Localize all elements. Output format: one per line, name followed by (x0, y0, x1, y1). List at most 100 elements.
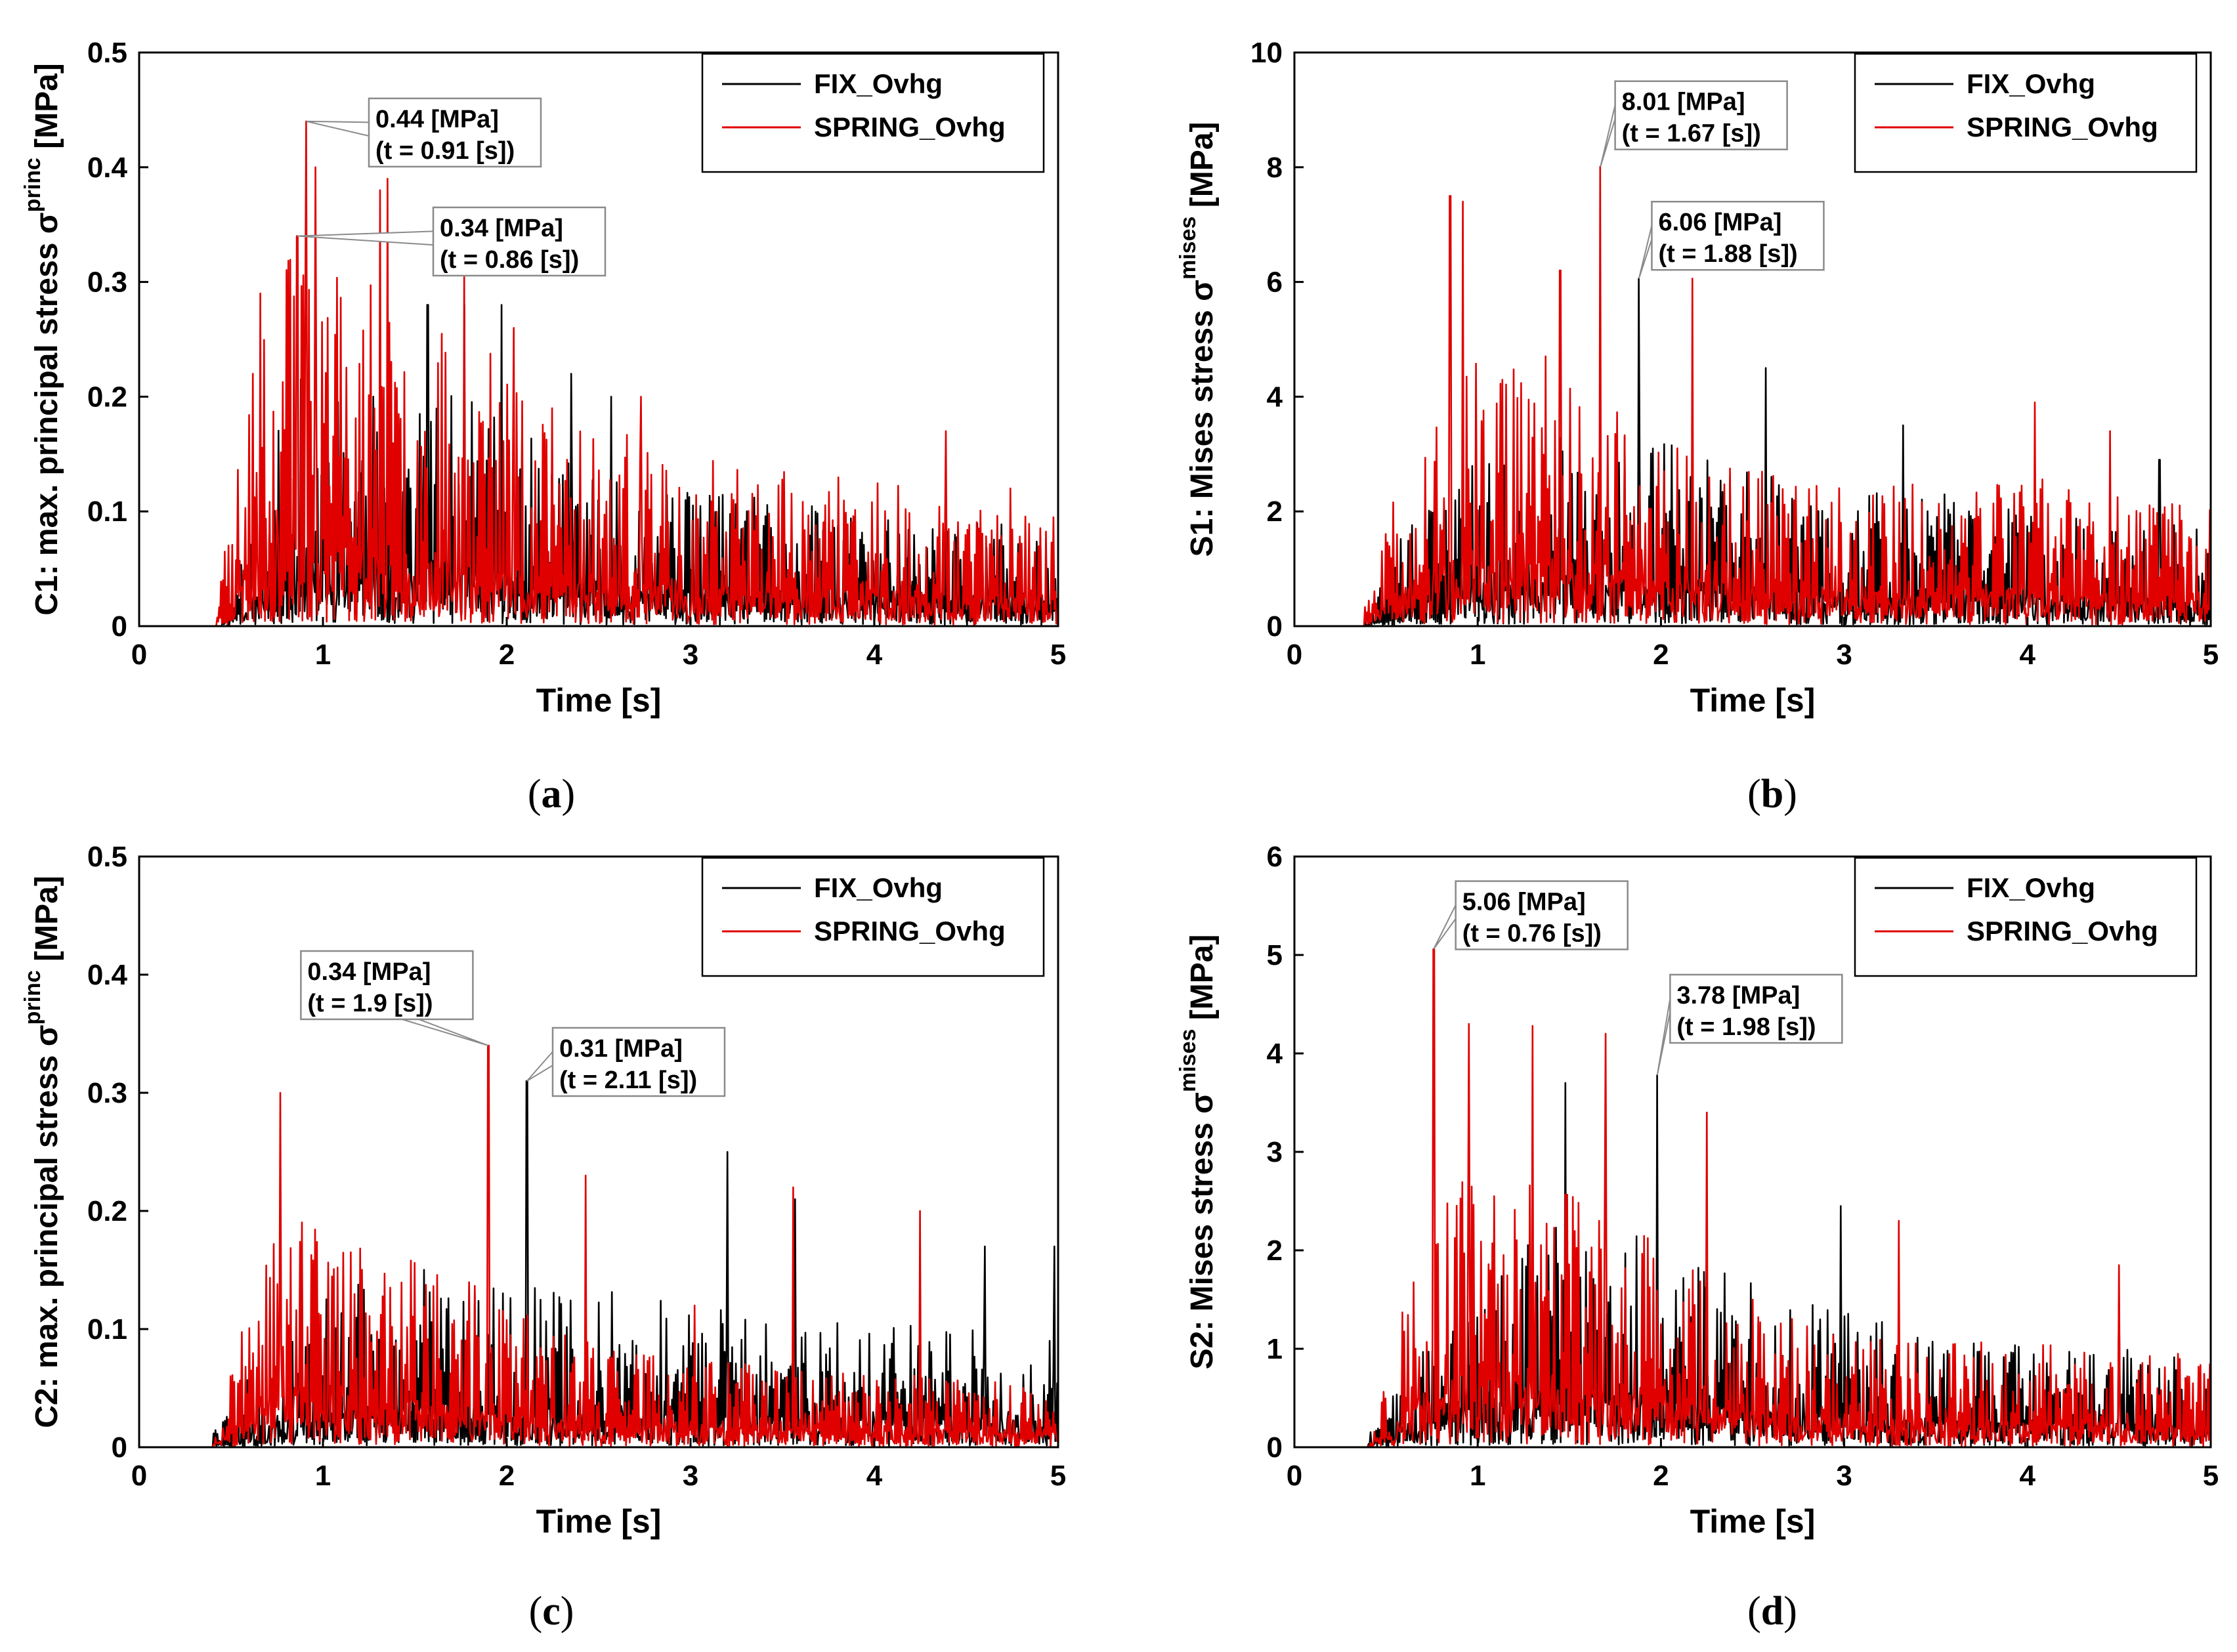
x-tick-label: 5 (1050, 639, 1066, 671)
annotation-0: 0.34 [MPa] (t = 1.9 [s]) (300, 950, 489, 1046)
annotation-1: 0.31 [MPa] (t = 2.11 [s]) (526, 1027, 726, 1097)
annotation-time: (t = 0.76 [s]) (1462, 920, 1602, 948)
x-tick-label: 0 (1287, 1460, 1302, 1492)
y-tick-label: 0 (112, 1431, 127, 1464)
annotation-box (300, 950, 474, 1021)
legend-label-spring: SPRING_Ovhg (814, 916, 1006, 946)
y-tick-label: 1 (1267, 1333, 1283, 1365)
x-tick-label: 2 (1653, 639, 1669, 671)
y-axis-label: C2: max. principal stress σprinc [MPa] (20, 876, 64, 1428)
caption-open: ( (1747, 772, 1761, 816)
x-axis-label: Time [s] (536, 1503, 662, 1540)
annotation-leader (306, 120, 370, 137)
legend-label-fix: FIX_Ovhg (1967, 872, 2095, 903)
annotation-time: (t = 2.11 [s]) (559, 1067, 697, 1094)
annotation-time: (t = 1.98 [s]) (1676, 1013, 1816, 1041)
y-tick-label: 0.3 (87, 1077, 127, 1109)
y-tick-label: 8 (1267, 152, 1283, 184)
y-axis-label: S2: Mises stress σmises [MPa] (1176, 935, 1220, 1370)
series-line-spring (1294, 165, 2212, 627)
x-axis-label: Time [s] (1690, 682, 1816, 719)
panel-caption: (d) (1747, 1589, 1797, 1634)
annotation-value: 0.34 [MPa] (307, 958, 431, 986)
annotation-box (368, 97, 542, 168)
caption-close: ) (561, 1589, 574, 1634)
y-tick-label: 2 (1267, 1235, 1283, 1267)
x-tick-label: 0 (1287, 639, 1302, 671)
panel-caption: (a) (528, 772, 575, 816)
annotation-time: (t = 1.9 [s]) (307, 990, 433, 1017)
y-axis-label: C1: max. principal stress σprinc [MPa] (20, 63, 64, 616)
y-axis-label-unit: [MPa] (30, 876, 64, 970)
annotation-0: 5.06 [MPa] (t = 0.76 [s]) (1433, 880, 1629, 950)
legend-frame (701, 857, 1045, 977)
chart-panel-d: 0 1 2 3 4 5 0 1 2 3 4 5 6 Time [s] S2: Mises stress σm… (1176, 841, 2219, 1634)
x-tick-label: 5 (2203, 1460, 2219, 1492)
annotation-value: 6.06 [MPa] (1658, 209, 1781, 236)
x-tick-label: 2 (499, 639, 515, 671)
x-axis-label: Time [s] (1690, 1503, 1816, 1540)
plot-frame (138, 51, 1059, 627)
caption-open: ( (1747, 1589, 1761, 1634)
x-tick-label: 5 (2203, 639, 2219, 671)
annotation-box (1455, 880, 1629, 950)
y-tick-label: 6 (1267, 841, 1283, 873)
x-tick-label: 4 (2020, 1460, 2036, 1492)
x-tick-label: 4 (2020, 639, 2036, 671)
y-axis-label-unit: [MPa] (1185, 935, 1220, 1029)
legend-label-spring: SPRING_Ovhg (1967, 916, 2158, 946)
legend-frame (1854, 857, 2198, 977)
legend: FIX_Ovhg SPRING_Ovhg (701, 53, 1045, 173)
legend-label-spring: SPRING_Ovhg (814, 112, 1006, 142)
annotation-time: (t = 0.91 [s]) (375, 137, 515, 165)
y-tick-label: 0.4 (87, 959, 128, 991)
annotation-value: 8.01 [MPa] (1622, 89, 1745, 116)
annotation-box (1669, 973, 1843, 1044)
y-axis-label-sup: mises (1176, 1029, 1201, 1092)
y-axis-label-main: C1: max. principal stress σ (30, 212, 64, 615)
chart-panel-c: 0 1 2 3 4 5 0 0.1 0.2 0.3 0.4 0.5 Time [s] C2: max. p… (20, 841, 1066, 1634)
annotation-box (1651, 200, 1825, 271)
x-tick-label: 4 (866, 1460, 883, 1492)
chart-panel-b: 0 1 2 3 4 5 0 2 4 6 8 10 Time [s] S1: Mises stress σm… (1176, 37, 2219, 816)
caption-close: ) (1783, 1589, 1797, 1634)
legend: FIX_Ovhg SPRING_Ovhg (701, 857, 1045, 977)
annotation-time: (t = 1.88 [s]) (1658, 240, 1797, 268)
x-tick-label: 0 (131, 1460, 147, 1492)
caption-letter: c (542, 1589, 561, 1634)
annotation-value: 5.06 [MPa] (1462, 889, 1586, 916)
x-tick-label: 2 (499, 1460, 515, 1492)
x-axis-label: Time [s] (536, 682, 662, 719)
x-tick-label: 3 (683, 1460, 698, 1492)
annotation-value: 3.78 [MPa] (1676, 982, 1800, 1009)
y-tick-label: 0.4 (87, 152, 128, 184)
y-tick-label: 0.2 (87, 381, 127, 413)
series-line-spring (139, 120, 1059, 627)
annotation-0: 0.44 [MPa] (t = 0.91 [s]) (306, 97, 542, 168)
caption-letter: b (1761, 772, 1783, 816)
annotation-leader (1600, 104, 1616, 167)
annotation-0: 8.01 [MPa] (t = 1.67 [s]) (1600, 80, 1788, 167)
annotation-value: 0.34 [MPa] (440, 215, 563, 242)
legend-label-fix: FIX_Ovhg (814, 872, 943, 903)
legend-label-fix: FIX_Ovhg (814, 68, 943, 99)
y-axis-label-main: S2: Mises stress σ (1185, 1092, 1220, 1369)
annotation-leader (1433, 904, 1457, 950)
panel-caption: (c) (529, 1589, 574, 1634)
y-tick-label: 5 (1267, 939, 1283, 971)
annotation-leader (526, 1049, 553, 1082)
y-tick-label: 0 (1267, 1431, 1283, 1464)
y-axis-label-unit: [MPa] (1185, 122, 1220, 217)
plot-frame (138, 855, 1059, 1449)
annotation-1: 6.06 [MPa] (t = 1.88 [s]) (1638, 200, 1825, 279)
plot-frame (1293, 51, 2212, 627)
series-line-spring (139, 1044, 1059, 1449)
y-axis-label-sup: mises (1176, 217, 1201, 280)
x-tick-label: 4 (866, 639, 883, 671)
y-axis-label-sup: princ (20, 158, 45, 212)
annotation-box (1614, 80, 1788, 150)
annotation-box (551, 1027, 726, 1097)
x-tick-label: 5 (1050, 1460, 1066, 1492)
series-line-spring (1294, 948, 2212, 1449)
